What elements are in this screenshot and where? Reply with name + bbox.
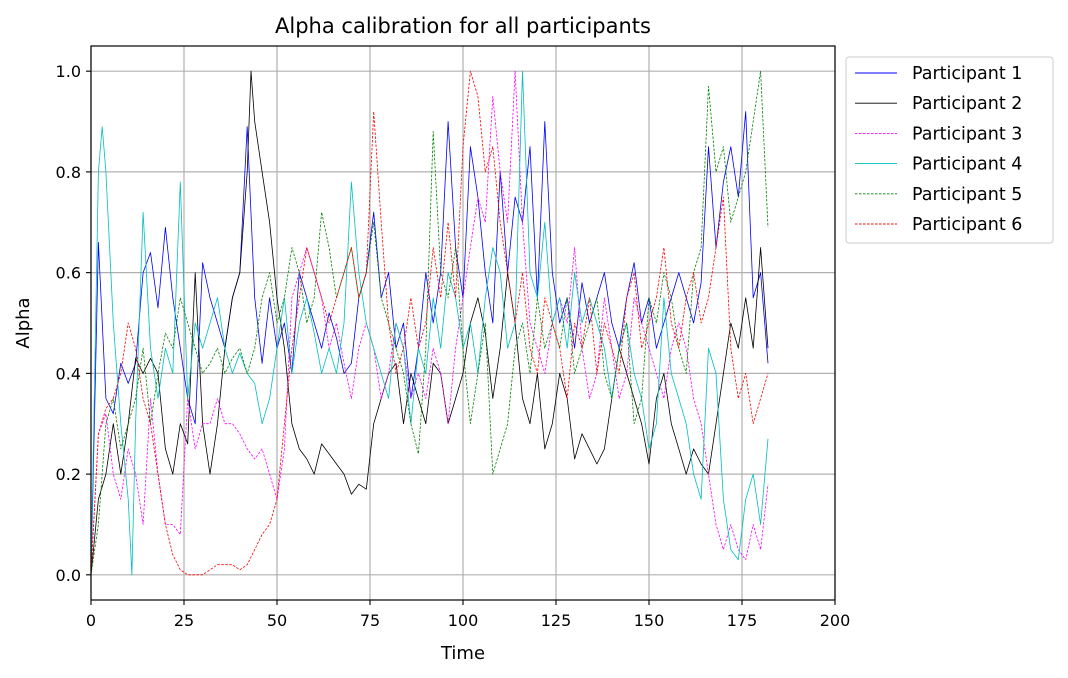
- legend-label-participant-5: Participant 5: [912, 185, 1022, 205]
- legend-label-participant-6: Participant 6: [912, 215, 1022, 235]
- series-line-participant-3: [90, 70, 769, 575]
- x-tick-label: 75: [360, 611, 380, 630]
- x-tick-label: 50: [267, 611, 287, 630]
- x-tick-label: 125: [541, 611, 572, 630]
- series-line-participant-5: [90, 70, 769, 575]
- y-axis-label: Alpha: [13, 297, 34, 348]
- y-axis-ticks: 0.0 0.2 0.4 0.6 0.8 1.0: [56, 62, 91, 585]
- legend-label-participant-1: Participant 1: [912, 64, 1022, 84]
- chart-title: Alpha calibration for all participants: [275, 14, 651, 38]
- legend-box: [845, 56, 1054, 244]
- x-tick-label: 0: [86, 611, 96, 630]
- x-tick-label: 150: [634, 611, 665, 630]
- series-line-participant-2: [90, 70, 769, 575]
- y-tick-label: 0.8: [56, 163, 81, 182]
- x-tick-label: 100: [448, 611, 479, 630]
- series-line-participant-4: [90, 70, 769, 576]
- y-tick-label: 0.0: [56, 566, 81, 585]
- legend: Participant 1 Participant 2 Participant 3 P…: [845, 56, 1054, 244]
- y-tick-label: 1.0: [56, 62, 81, 81]
- legend-label-participant-4: Participant 4: [912, 155, 1022, 175]
- x-axis-ticks: 0 25 50 75 100 125 150 175 200: [86, 600, 850, 630]
- series-lines: [90, 70, 769, 576]
- x-tick-label: 175: [727, 611, 758, 630]
- legend-label-participant-3: Participant 3: [912, 124, 1022, 144]
- series-line-participant-6: [90, 70, 769, 576]
- x-tick-label: 25: [174, 611, 194, 630]
- series-line-participant-1: [90, 111, 769, 575]
- y-tick-label: 0.2: [56, 465, 81, 484]
- x-axis-label: Time: [440, 643, 485, 664]
- y-tick-label: 0.6: [56, 264, 81, 283]
- y-tick-label: 0.4: [56, 364, 81, 383]
- x-tick-label: 200: [820, 611, 851, 630]
- legend-label-participant-2: Participant 2: [912, 94, 1022, 114]
